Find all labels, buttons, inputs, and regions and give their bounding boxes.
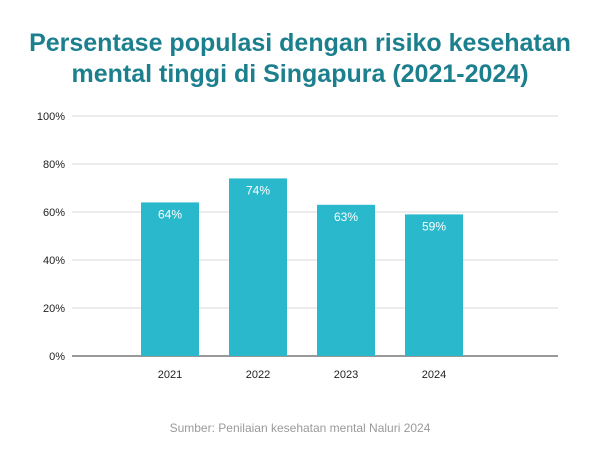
y-tick-label: 40% <box>43 255 65 267</box>
chart-title-line-2: mental tinggi di Singapura (2021-2024) <box>71 60 529 88</box>
bar <box>317 204 375 356</box>
chart-title-line-1: Persentase populasi dengan risiko keseha… <box>29 29 571 57</box>
chart-title: Persentase populasi dengan risiko keseha… <box>0 28 600 90</box>
x-tick-label: 2023 <box>334 369 358 381</box>
bar-value-label: 59% <box>422 219 446 233</box>
bar-value-label: 74% <box>246 183 270 197</box>
bar-value-label: 64% <box>158 207 182 221</box>
bar <box>141 202 199 356</box>
x-tick-label: 2022 <box>246 369 270 381</box>
y-tick-label: 80% <box>43 159 65 171</box>
y-tick-label: 100% <box>37 111 65 123</box>
y-tick-label: 60% <box>43 207 65 219</box>
y-tick-label: 20% <box>43 303 65 315</box>
bar <box>405 214 463 356</box>
x-tick-label: 2021 <box>158 369 182 381</box>
x-tick-label: 2024 <box>422 369 446 381</box>
source-note: Sumber: Penilaian kesehatan mental Nalur… <box>169 421 431 435</box>
bar <box>229 178 287 356</box>
y-tick-label: 0% <box>49 351 65 363</box>
bar-value-label: 63% <box>334 210 358 224</box>
